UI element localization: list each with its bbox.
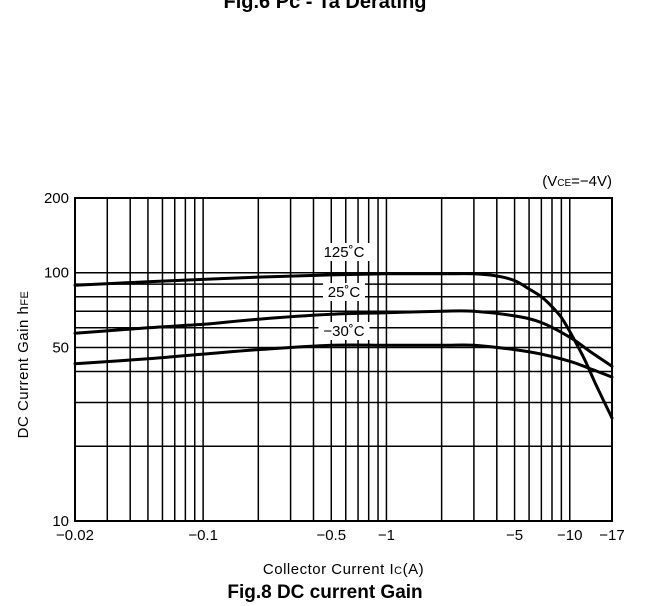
- x-tick-label: −17: [599, 527, 624, 544]
- x-tick-label: −0.5: [316, 527, 346, 544]
- y-axis-label: DC Current Gain hFE: [15, 291, 32, 439]
- plot-frame: [74, 197, 613, 522]
- x-tick-label: −0.02: [56, 527, 94, 544]
- series-line-1: [73, 309, 614, 368]
- x-tick-label: −5: [506, 527, 523, 544]
- previous-figure-caption: Fig.6 Pc - Ta Derating: [223, 0, 427, 13]
- series-label-bg: [318, 322, 370, 340]
- y-tick-label: 200: [44, 190, 69, 207]
- y-tick-label: 50: [52, 339, 69, 356]
- x-tick-label: −1: [378, 527, 395, 544]
- figure-caption: Fig.8 DC current Gain: [227, 582, 423, 603]
- y-tick-label: 10: [52, 513, 69, 530]
- condition-label: (VCE=−4V): [542, 173, 612, 190]
- series-label-bg: [323, 283, 365, 301]
- series-line-0: [73, 272, 614, 420]
- x-axis-label: Collector Current IC(A): [263, 561, 424, 578]
- series-label-2: −30˚C: [323, 323, 364, 340]
- x-tick-label: −10: [557, 527, 582, 544]
- series-label-1: 25˚C: [328, 284, 361, 301]
- y-tick-label: 100: [44, 265, 69, 282]
- tick-labels: −0.02 −0.1 −0.5 −1 −5 −10 −17 10 50 100 200: [44, 190, 625, 544]
- series-lines: [73, 272, 614, 420]
- series-label-0: 125˚C: [324, 244, 365, 261]
- x-tick-label: −0.1: [188, 527, 218, 544]
- series-labels: 125˚C 25˚C −30˚C: [318, 243, 370, 340]
- series-line-2: [73, 343, 614, 379]
- series-label-bg: [318, 243, 370, 261]
